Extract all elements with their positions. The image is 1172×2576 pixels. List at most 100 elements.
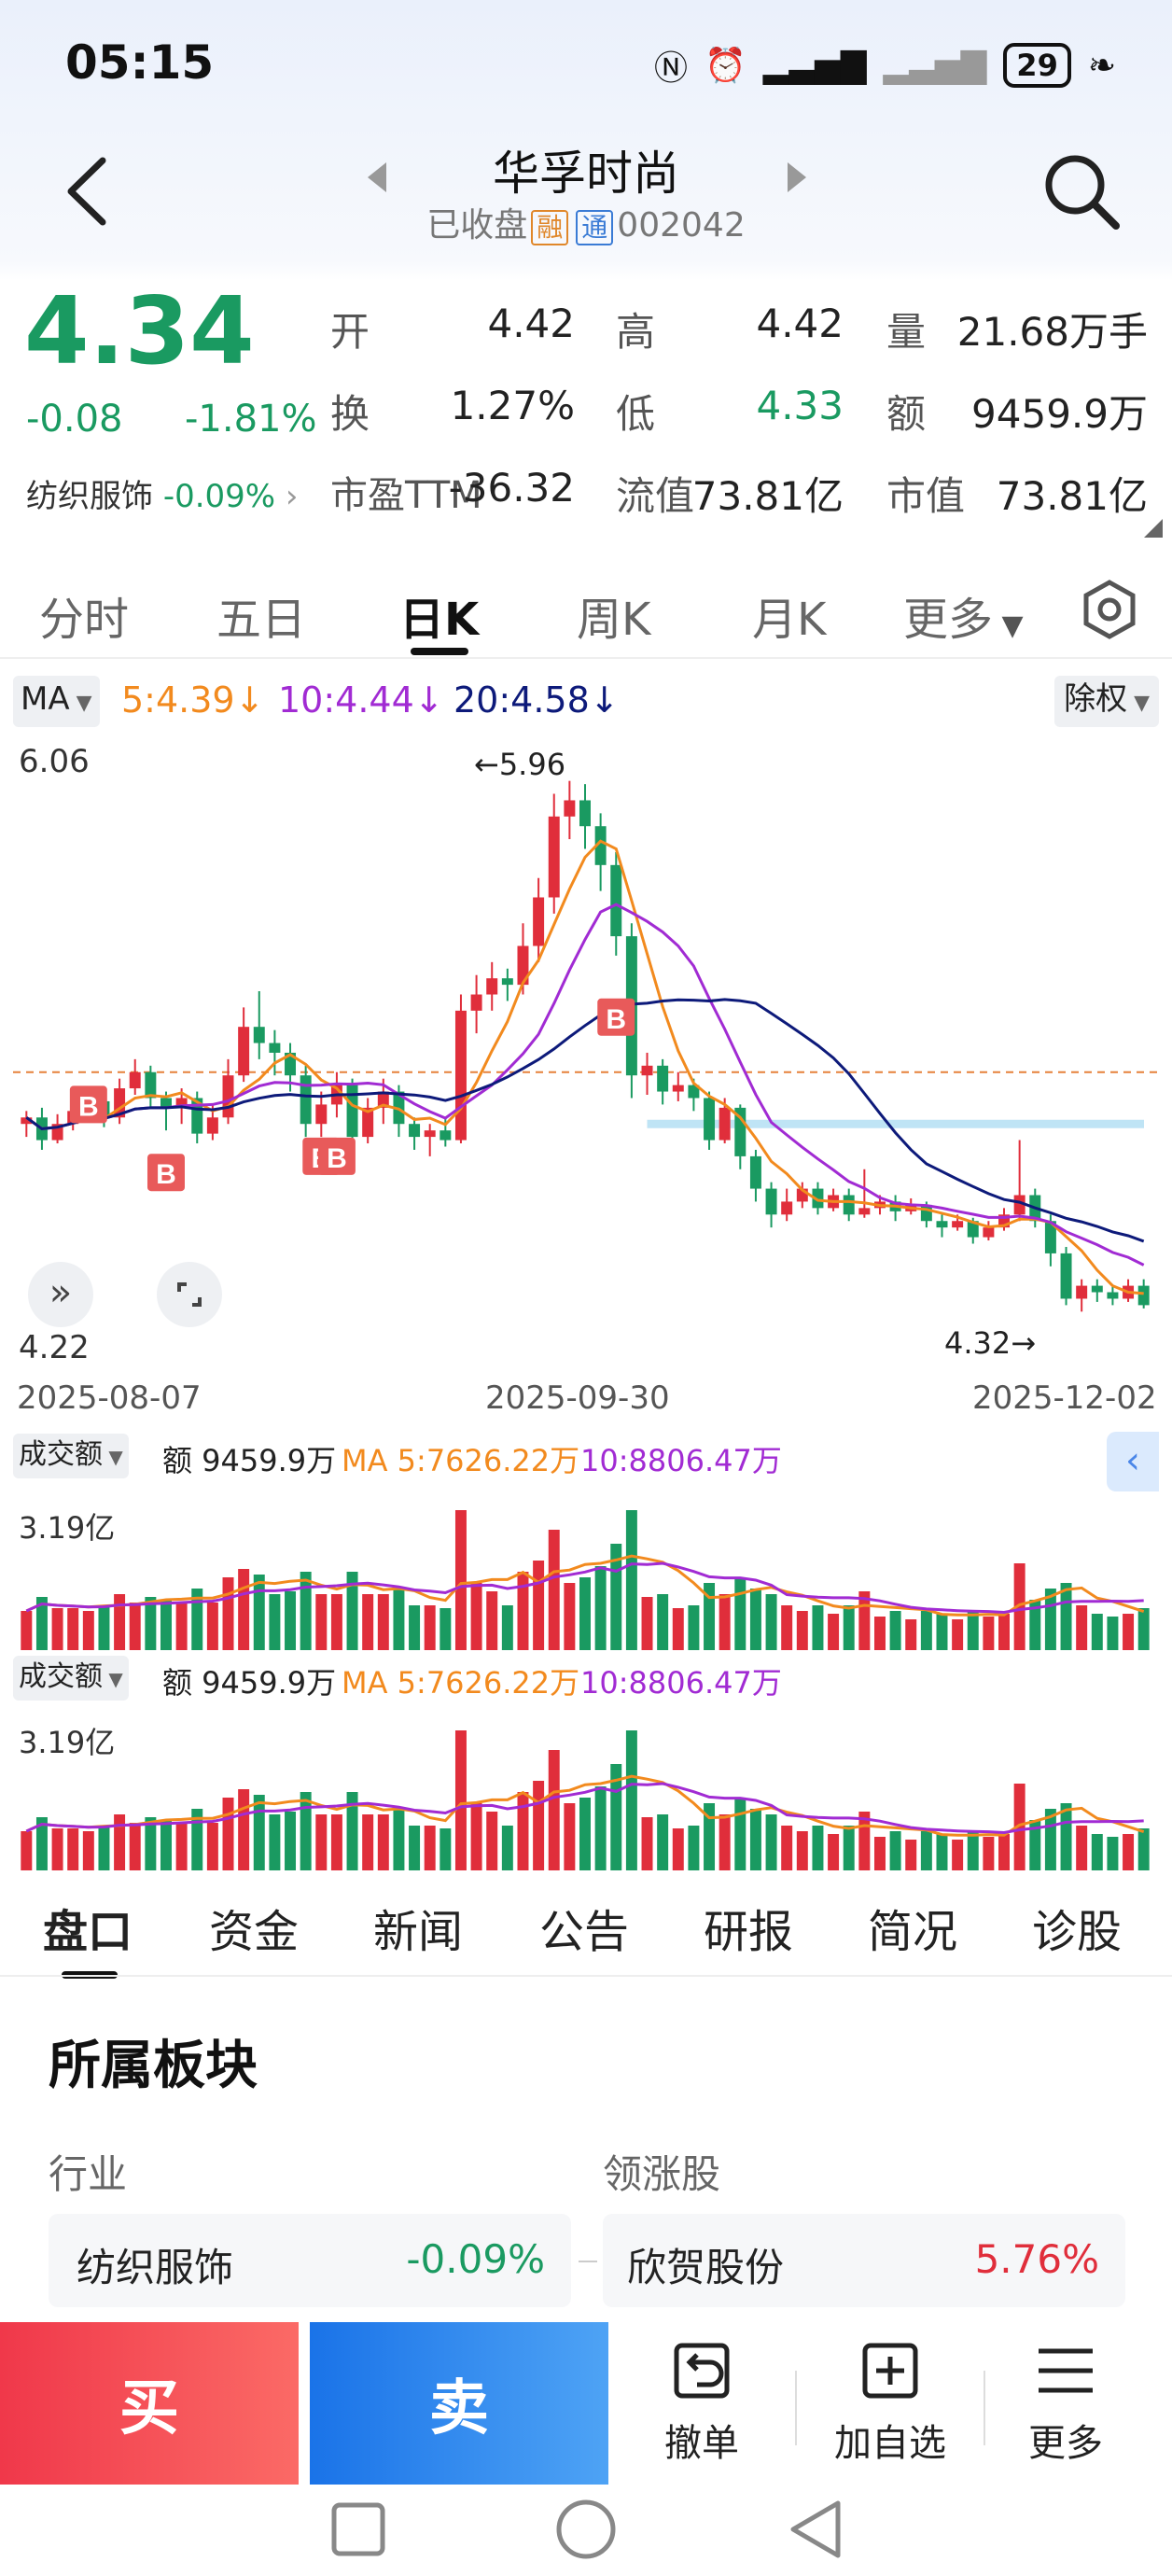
next-stock-icon[interactable] xyxy=(786,161,808,194)
industry-label: 行业 xyxy=(49,2151,128,2197)
volume-bar xyxy=(1137,1828,1150,1870)
volume-bar xyxy=(548,1750,560,1870)
volume-bar xyxy=(424,1826,436,1870)
recent-apps-icon[interactable] xyxy=(328,2499,388,2559)
volume-bar xyxy=(781,1826,793,1870)
adjust-selector[interactable]: 除权 ▼ xyxy=(1054,676,1159,727)
volume-bar xyxy=(1107,1617,1119,1650)
candle-body xyxy=(377,1091,389,1108)
tab-weekly-k[interactable]: 周K xyxy=(577,594,651,646)
back-nav-icon[interactable] xyxy=(786,2498,845,2561)
status-icons: Ⓝ ⏰ ▂▃▅▇ ▂▃▅▇ 29 ❧ xyxy=(654,41,1116,90)
volume-bar xyxy=(67,1828,79,1870)
candle-body xyxy=(998,1214,1011,1228)
candle-body xyxy=(222,1075,234,1118)
settings-hexagon-icon[interactable] xyxy=(1079,579,1140,640)
tab-monthly-k[interactable]: 月K xyxy=(752,594,827,646)
volume-bar xyxy=(1107,1837,1119,1870)
header-background xyxy=(0,0,1172,551)
tab-announcements[interactable]: 公告 xyxy=(539,1906,630,1958)
divider xyxy=(795,2371,797,2445)
volume-bar xyxy=(920,1611,932,1650)
candle-body xyxy=(548,816,560,898)
stock-subtitle: 已收盘融通 002042 xyxy=(0,198,1172,246)
home-icon[interactable] xyxy=(554,2498,618,2561)
back-icon[interactable] xyxy=(56,149,121,233)
volume-ma5-2: MA 5:7626.22万 xyxy=(342,1665,580,1701)
volume-selector-2[interactable]: 成交额 ▼ xyxy=(13,1656,129,1701)
sector-link[interactable]: 纺织服饰 -0.09% › xyxy=(26,470,299,516)
volume-selector-1[interactable]: 成交额 ▼ xyxy=(13,1434,129,1478)
tab-research[interactable]: 研报 xyxy=(704,1906,794,1958)
leader-card[interactable]: 欣贺股份 5.76% xyxy=(603,2214,1125,2307)
volume-bar xyxy=(346,1792,358,1870)
candle-body xyxy=(1044,1221,1056,1253)
candle-body xyxy=(51,1124,63,1141)
volume-bar xyxy=(796,1611,808,1650)
candle-body xyxy=(734,1107,746,1156)
expand-corner-icon[interactable] xyxy=(1144,519,1163,538)
volume-bar xyxy=(594,1566,607,1650)
tab-daily-k[interactable]: 日K xyxy=(399,594,480,646)
buy-marker-text: B xyxy=(156,1159,176,1190)
volume-amount-1: 额 9459.9万 xyxy=(162,1443,337,1478)
fullscreen-icon[interactable] xyxy=(157,1262,222,1327)
more-button[interactable]: 更多 xyxy=(982,2338,1150,2478)
volume-bar xyxy=(501,1605,513,1650)
volume-bar xyxy=(269,1814,281,1870)
tab-funds[interactable]: 资金 xyxy=(209,1906,300,1958)
add-watchlist-button[interactable]: 加自选 xyxy=(806,2338,974,2478)
ma20-line xyxy=(25,998,1145,1243)
search-icon[interactable] xyxy=(1039,149,1123,233)
tab-diagnosis[interactable]: 诊股 xyxy=(1032,1906,1123,1958)
candle-body xyxy=(1107,1292,1119,1299)
volume-bar xyxy=(858,1812,871,1870)
collapse-panel-icon[interactable]: ‹ xyxy=(1107,1432,1159,1491)
sell-button[interactable]: 卖 xyxy=(310,2322,608,2485)
tab-more[interactable]: 更多 ▼ xyxy=(903,582,1024,648)
volume-bar xyxy=(285,1591,297,1650)
buy-button[interactable]: 买 xyxy=(0,2322,299,2485)
kline-chart[interactable]: BBBBB xyxy=(13,737,1157,1419)
buy-marker-badge xyxy=(597,998,635,1036)
volume-bar xyxy=(781,1605,793,1650)
connect-tag: 通 xyxy=(576,210,614,245)
volume-bar xyxy=(905,1619,917,1650)
tab-profile[interactable]: 简况 xyxy=(868,1906,958,1958)
pe-value: -36.32 xyxy=(448,465,575,511)
more-label: 更多 xyxy=(1028,2422,1103,2465)
candle-body xyxy=(1060,1253,1072,1299)
tab-news[interactable]: 新闻 xyxy=(373,1906,464,1958)
candle-body xyxy=(253,1027,265,1043)
candle-body xyxy=(454,1010,467,1141)
industry-card[interactable]: 纺织服饰 -0.09% xyxy=(49,2214,571,2307)
buy-marker-badge xyxy=(69,1085,107,1124)
volume-bar xyxy=(734,1798,746,1870)
buy-marker-text: B xyxy=(606,1004,626,1035)
candle-body xyxy=(641,1065,653,1076)
volume-bar xyxy=(393,1589,405,1650)
volume-bar xyxy=(672,1608,684,1650)
margin-tag: 融 xyxy=(531,210,569,245)
volume-bar xyxy=(470,1803,482,1870)
tab-orderbook[interactable]: 盘口 xyxy=(43,1906,133,1958)
expand-left-icon[interactable]: » xyxy=(28,1262,93,1327)
volume-bar xyxy=(129,1603,141,1650)
volume-bar xyxy=(983,1617,995,1650)
volume-ma10-line xyxy=(25,1782,1144,1835)
volume-bar xyxy=(191,1809,203,1870)
industry-name: 纺织服饰 xyxy=(77,2245,234,2290)
volume-bar xyxy=(704,1583,716,1650)
ma-selector[interactable]: MA ▼ xyxy=(13,676,100,727)
volume-bar xyxy=(300,1792,312,1870)
volume-bar xyxy=(1044,1589,1056,1650)
buy-marker-badge xyxy=(317,1137,356,1175)
candle-body xyxy=(688,1085,700,1099)
volume-bar xyxy=(1123,1834,1135,1870)
cancel-order-button[interactable]: 撤单 xyxy=(618,2338,786,2478)
volume-bar xyxy=(409,1605,421,1650)
prev-stock-icon[interactable] xyxy=(366,161,388,194)
tab-minute[interactable]: 分时 xyxy=(39,594,130,646)
tab-five-day[interactable]: 五日 xyxy=(216,594,307,646)
volume-bar xyxy=(828,1614,840,1650)
